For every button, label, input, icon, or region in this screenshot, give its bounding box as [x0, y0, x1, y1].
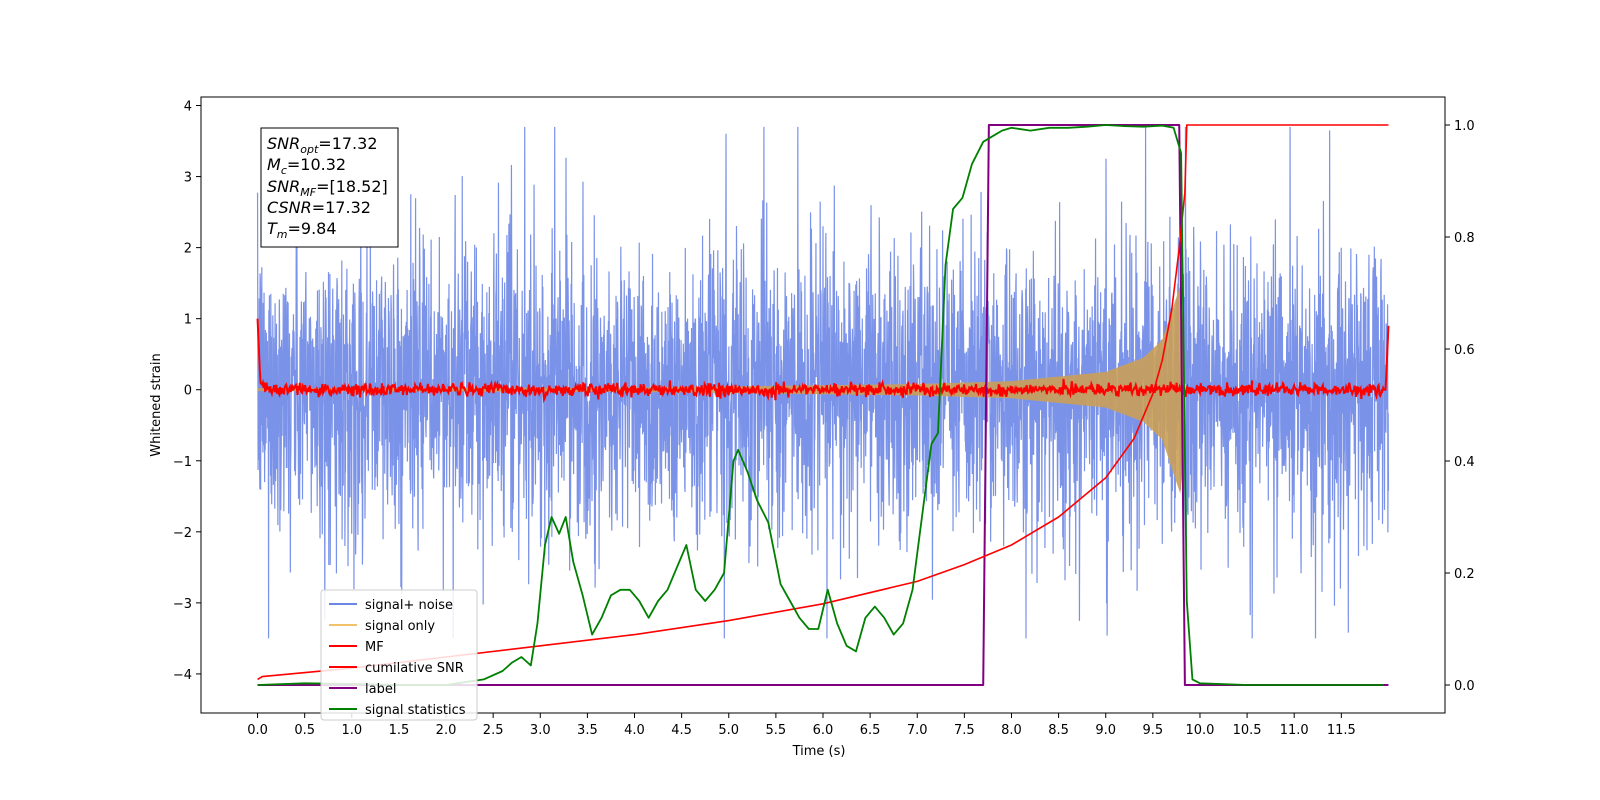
legend-label-signal-statistics: signal statistics [365, 703, 466, 718]
x-axis-label: Time (s) [792, 744, 846, 759]
annotation-mc: Mc=10.32 [267, 155, 346, 177]
x-tick-label: 8.0 [1001, 723, 1022, 738]
y-axis-label: Whitened strain [149, 353, 164, 456]
y2-tick-label: 1.0 [1454, 119, 1475, 134]
y-tick-label: 2 [184, 242, 192, 257]
x-tick-label: 1.0 [341, 723, 362, 738]
annotation-box: SNRopt=17.32 Mc=10.32 SNRMF=[18.52] CSNR… [260, 127, 399, 248]
y-tick-label: 3 [184, 171, 192, 186]
legend-label-label: label [365, 682, 396, 697]
y-tick-label: −4 [173, 668, 192, 683]
x-tick-label: 6.5 [860, 723, 881, 738]
y-tick-label: 0 [184, 384, 192, 399]
series-mf [256, 318, 1390, 404]
annotation-snr-opt: SNRopt=17.32 [267, 134, 378, 156]
x-tick-label: 0.5 [294, 723, 315, 738]
y2-tick-label: 0.0 [1454, 679, 1475, 694]
x-tick-label: 7.5 [954, 723, 975, 738]
x-tick-label: 10.5 [1233, 723, 1262, 738]
y2-tick-label: 0.8 [1454, 231, 1475, 246]
legend-label-signal-only: signal only [365, 619, 435, 634]
y-tick-label: 4 [184, 100, 192, 115]
y2-tick-label: 0.4 [1454, 455, 1475, 470]
annotation-tm: Tm=9.84 [267, 219, 337, 241]
series-label [257, 124, 1389, 686]
x-tick-label: 11.5 [1327, 723, 1356, 738]
x-tick-label: 9.0 [1095, 723, 1116, 738]
annotation-csnr: CSNR=17.32 [267, 198, 371, 217]
y2-axis-ticks: 1.0 0.8 0.6 0.4 0.2 0.0 [1445, 119, 1475, 694]
x-tick-label: 7.0 [907, 723, 928, 738]
y-axis-ticks: 4 3 2 1 0 −1 −2 −3 −4 [173, 100, 201, 683]
x-tick-label: 3.0 [530, 723, 551, 738]
x-axis-ticks: 0.0 0.5 1.0 1.5 2.0 2.5 3.0 3.5 4.0 4.5 5.0 5.5 6.0 6… [247, 713, 1356, 738]
x-tick-label: 1.5 [389, 723, 410, 738]
legend-label-cumulative-snr: cumilative SNR [365, 661, 464, 676]
y-tick-label: 1 [184, 313, 192, 328]
x-tick-label: 0.0 [247, 723, 268, 738]
legend-label-mf: MF [365, 640, 384, 655]
x-tick-label: 5.0 [718, 723, 739, 738]
legend: signal+ noise signal only MF cumilative … [320, 589, 478, 721]
x-tick-label: 5.5 [766, 723, 787, 738]
x-tick-label: 6.0 [813, 723, 834, 738]
legend-label-signal-noise: signal+ noise [365, 598, 453, 613]
data-layer [256, 124, 1390, 686]
x-tick-label: 2.5 [483, 723, 504, 738]
y-tick-label: −1 [173, 455, 192, 470]
x-tick-label: 3.5 [577, 723, 598, 738]
annotation-snr-mf: SNRMF=[18.52] [267, 177, 388, 199]
y2-tick-label: 0.6 [1454, 343, 1475, 358]
x-tick-label: 8.5 [1048, 723, 1069, 738]
x-tick-label: 10.0 [1185, 723, 1214, 738]
y-tick-label: −2 [173, 526, 192, 541]
series-signal-statistics [257, 124, 1384, 686]
x-tick-label: 4.5 [671, 723, 692, 738]
x-tick-label: 9.5 [1143, 723, 1164, 738]
y2-tick-label: 0.2 [1454, 567, 1475, 582]
series-signal-noise [256, 126, 1390, 639]
x-tick-label: 4.0 [624, 723, 645, 738]
x-tick-label: 2.0 [436, 723, 457, 738]
y-tick-label: −3 [173, 597, 192, 612]
x-tick-label: 11.0 [1280, 723, 1309, 738]
